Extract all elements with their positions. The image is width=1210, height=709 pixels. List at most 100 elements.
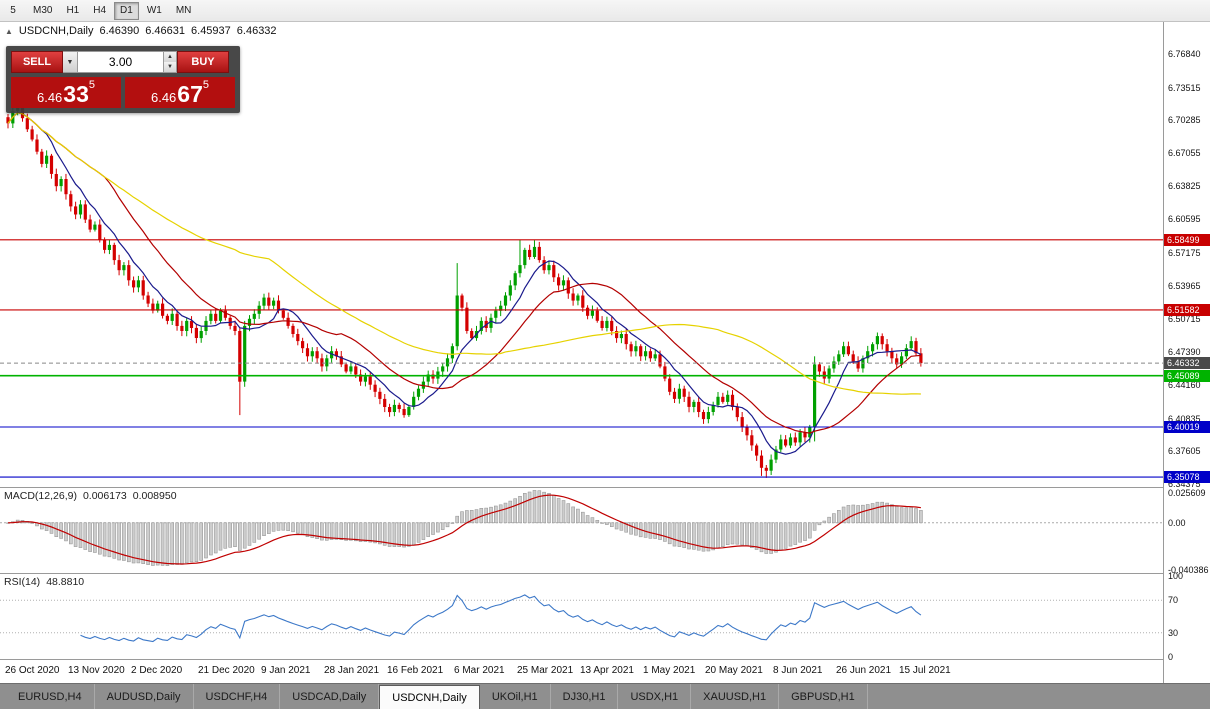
bid-price-main: 33 [63, 81, 89, 107]
ma-line-slow [7, 111, 921, 395]
date-axis-label: 20 May 2021 [705, 665, 763, 676]
macd-label: MACD(12,26,9) 0.006173 0.008950 [4, 490, 177, 502]
timeframe-button-5[interactable]: 5 [10, 5, 16, 16]
volume-stepper: ▲ ▼ [164, 51, 177, 73]
price-axis-label: 6.76840 [1168, 49, 1201, 59]
level-price-badge[interactable]: 6.45089 [1164, 370, 1210, 382]
collapse-panel-icon[interactable]: ▲ [5, 26, 13, 36]
chart-tab-usdchf-h4[interactable]: USDCHF,H4 [194, 684, 281, 709]
chart-header: ▲ USDCNH,Daily 6.46390 6.46631 6.45937 6… [5, 25, 277, 37]
chart-tab-dj30-h1[interactable]: DJ30,H1 [551, 684, 619, 709]
price-axis-label: 6.50715 [1168, 314, 1201, 324]
rsi-indicator-pane[interactable]: RSI(14) 48.8810 [0, 574, 1163, 660]
date-axis-label: 16 Feb 2021 [387, 665, 444, 676]
ma-line-medium [7, 111, 921, 434]
trade-prices-row: 6.46 33 5 6.46 67 5 [11, 77, 235, 108]
ask-price-main: 67 [177, 81, 203, 107]
volume-up-icon[interactable]: ▲ [164, 52, 176, 62]
price-axis[interactable]: 6.76840 6.73515 6.70285 6.67055 6.63825 6.605… [1163, 22, 1210, 683]
macd-value-signal: 0.008950 [132, 490, 177, 502]
ask-price-prefix: 6.46 [150, 90, 177, 105]
macd-axis-label: 0.025609 [1168, 488, 1206, 498]
price-chart-pane[interactable]: ▲ USDCNH,Daily 6.46390 6.46631 6.45937 6… [0, 22, 1163, 488]
buy-price-display[interactable]: 6.46 67 5 [125, 77, 235, 108]
price-axis-label: 6.67055 [1168, 148, 1201, 158]
date-axis-label: 15 Jul 2021 [899, 665, 951, 676]
level-price-badge[interactable]: 6.51582 [1164, 304, 1210, 316]
volume-input[interactable] [78, 51, 164, 73]
date-axis-label: 26 Jun 2021 [836, 665, 892, 676]
chart-tab-eurusd-h4[interactable]: EURUSD,H4 [6, 684, 95, 709]
sell-button[interactable]: SELL [11, 51, 63, 73]
timeframe-button-h1[interactable]: H1 [66, 5, 80, 16]
sell-price-display[interactable]: 6.46 33 5 [11, 77, 121, 108]
buy-button[interactable]: BUY [177, 51, 229, 73]
price-axis-label: 6.47390 [1168, 347, 1201, 357]
chart-tab-ukoil-h1[interactable]: UKOil,H1 [480, 684, 551, 709]
price-axis-label: 6.63825 [1168, 181, 1201, 191]
chart-tab-bar: EURUSD,H4 AUDUSD,Daily USDCHF,H4 USDCAD,Dai… [0, 683, 1210, 709]
rsi-title: RSI(14) [4, 576, 41, 588]
chart-tab-usdx-h1[interactable]: USDX,H1 [618, 684, 692, 709]
bid-price-prefix: 6.46 [36, 90, 63, 105]
level-price-badge[interactable]: 6.58499 [1164, 234, 1210, 246]
date-axis-label: 6 Mar 2021 [454, 665, 505, 676]
bid-price-sup: 5 [88, 79, 96, 91]
macd-indicator-pane[interactable]: MACD(12,26,9) 0.006173 0.008950 [0, 488, 1163, 574]
ohlc-low: 6.45937 [191, 25, 231, 37]
date-axis-label: 13 Nov 2020 [68, 665, 125, 676]
rsi-value: 48.8810 [46, 576, 85, 588]
date-axis-label: 13 Apr 2021 [580, 665, 634, 676]
rsi-axis-label: 0 [1168, 652, 1174, 662]
volume-down-icon[interactable]: ▼ [164, 62, 176, 72]
timeframe-button-mn[interactable]: MN [175, 5, 192, 16]
rsi-canvas[interactable] [0, 574, 1163, 659]
ask-price-sup: 5 [202, 79, 210, 91]
price-chart-canvas[interactable] [0, 22, 1163, 487]
macd-canvas[interactable] [0, 488, 1163, 573]
price-axis-label: 6.57175 [1168, 248, 1201, 258]
timeframe-button-w1[interactable]: W1 [146, 5, 162, 16]
chart-tab-usdcnh-daily[interactable]: USDCNH,Daily [379, 685, 480, 709]
date-axis-label: 8 Jun 2021 [773, 665, 823, 676]
timeframe-button-m30[interactable]: M30 [33, 5, 53, 16]
rsi-axis-label: 30 [1168, 628, 1179, 638]
chart-symbol-label: USDCNH,Daily [18, 25, 94, 37]
level-price-badge[interactable]: 6.35078 [1164, 471, 1210, 483]
candles-layer [6, 91, 923, 478]
date-axis-label: 26 Oct 2020 [5, 665, 60, 676]
date-axis-label: 21 Dec 2020 [198, 665, 255, 676]
chart-tab-usdcad-daily[interactable]: USDCAD,Daily [280, 684, 380, 709]
price-axis-label: 6.37605 [1168, 446, 1201, 456]
price-axis-label: 6.34375 [1168, 479, 1201, 489]
ohlc-high: 6.46631 [145, 25, 186, 37]
chart-tab-audusd-daily[interactable]: AUDUSD,Daily [95, 684, 194, 709]
macd-value-main: 0.006173 [82, 490, 127, 502]
ma-line-fast [7, 111, 922, 455]
date-axis-label: 1 May 2021 [643, 665, 696, 676]
price-axis-label: 6.40835 [1168, 414, 1201, 424]
chart-tab-gbpusd-h1[interactable]: GBPUSD,H1 [779, 684, 868, 709]
date-axis-label: 25 Mar 2021 [517, 665, 574, 676]
timeframe-toolbar: 5 M30 H1 H4 D1 W1 MN [0, 0, 1210, 22]
timeframe-button-h4[interactable]: H4 [93, 5, 107, 16]
date-axis-label: 2 Dec 2020 [131, 665, 183, 676]
date-axis-label: 9 Jan 2021 [261, 665, 311, 676]
date-axis[interactable]: 26 Oct 2020 13 Nov 2020 2 Dec 2020 21 Dec 2… [0, 660, 1163, 683]
macd-title: MACD(12,26,9) [4, 490, 77, 502]
price-axis-label: 6.73515 [1168, 83, 1201, 93]
rsi-axis-label: 70 [1168, 595, 1179, 605]
chart-window: ▲ USDCNH,Daily 6.46390 6.46631 6.45937 6… [0, 22, 1210, 683]
chart-tab-xauusd-h1[interactable]: XAUUSD,H1 [691, 684, 780, 709]
volume-dropdown-icon[interactable]: ▼ [63, 51, 78, 73]
macd-axis-label: 0.00 [1168, 518, 1186, 528]
ohlc-close: 6.46332 [236, 25, 277, 37]
timeframe-button-d1[interactable]: D1 [114, 1, 139, 20]
level-price-badge[interactable]: 6.40019 [1164, 421, 1210, 433]
macd-histogram [6, 490, 923, 566]
one-click-trading-panel: SELL ▼ ▲ ▼ BUY 6.46 33 5 [6, 46, 240, 113]
price-axis-label: 6.60595 [1168, 214, 1201, 224]
ohlc-open: 6.46390 [99, 25, 140, 37]
current-price-badge: 6.46332 [1164, 357, 1210, 369]
price-axis-label: 6.70285 [1168, 115, 1201, 125]
